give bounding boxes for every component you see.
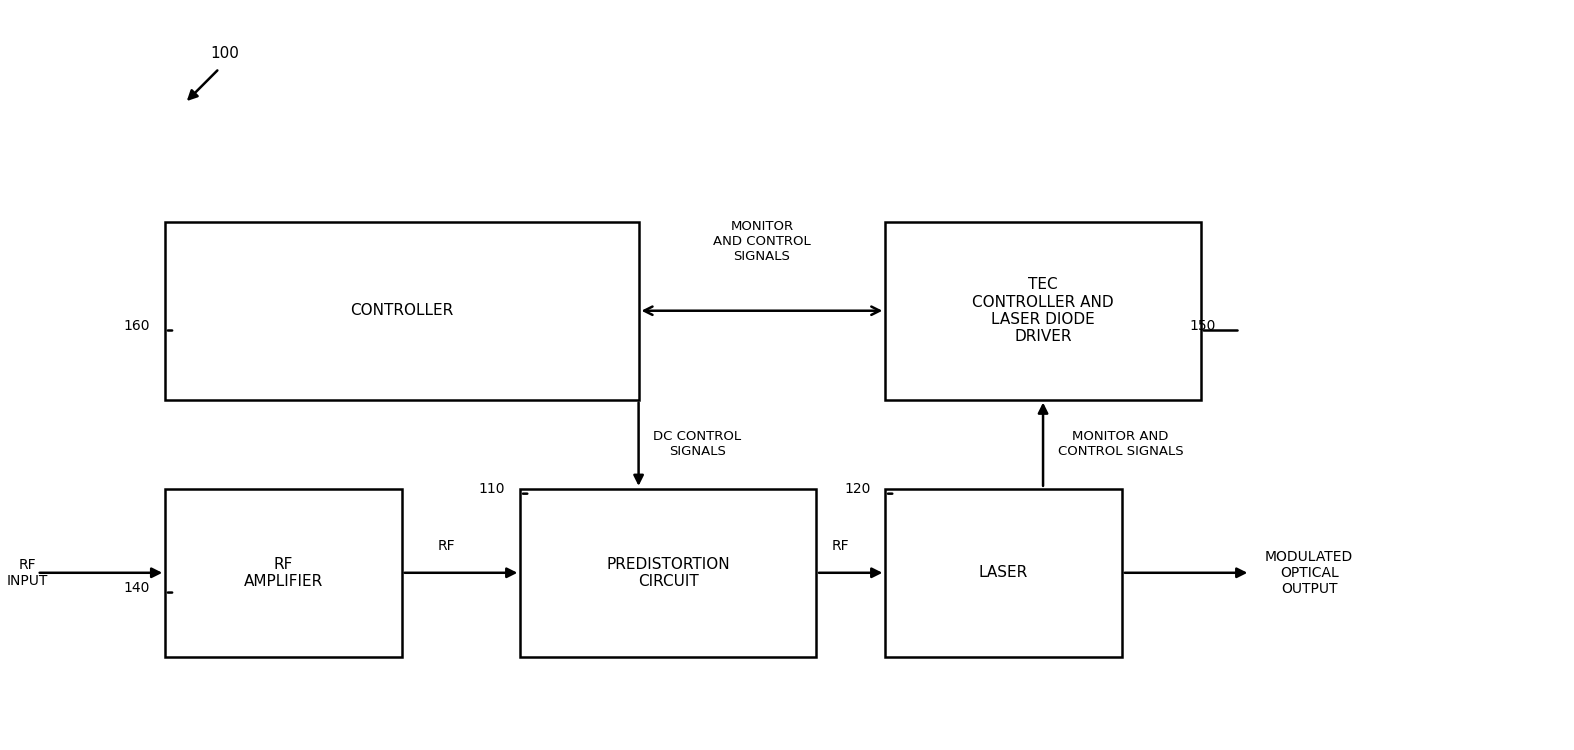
- Text: RF
AMPLIFIER: RF AMPLIFIER: [244, 556, 323, 589]
- Text: LASER: LASER: [979, 566, 1028, 580]
- Text: 140: 140: [124, 580, 150, 595]
- Text: MODULATED
OPTICAL
OUTPUT: MODULATED OPTICAL OUTPUT: [1265, 550, 1354, 596]
- Text: PREDISTORTION
CIRCUIT: PREDISTORTION CIRCUIT: [606, 556, 730, 589]
- Text: MONITOR
AND CONTROL
SIGNALS: MONITOR AND CONTROL SIGNALS: [713, 220, 811, 263]
- Text: MONITOR AND
CONTROL SIGNALS: MONITOR AND CONTROL SIGNALS: [1058, 430, 1184, 458]
- Text: 110: 110: [478, 482, 505, 496]
- Text: 120: 120: [844, 482, 870, 496]
- Bar: [165, 489, 401, 657]
- Text: CONTROLLER: CONTROLLER: [349, 303, 453, 318]
- Text: 150: 150: [1190, 319, 1215, 332]
- Bar: [521, 489, 817, 657]
- Text: RF: RF: [833, 539, 850, 553]
- Text: DC CONTROL
SIGNALS: DC CONTROL SIGNALS: [653, 430, 741, 458]
- Bar: [165, 222, 639, 400]
- Text: TEC
CONTROLLER AND
LASER DIODE
DRIVER: TEC CONTROLLER AND LASER DIODE DRIVER: [973, 277, 1114, 344]
- Text: 100: 100: [209, 46, 239, 61]
- Text: RF
INPUT: RF INPUT: [6, 558, 47, 588]
- Bar: [885, 222, 1201, 400]
- Bar: [885, 489, 1122, 657]
- Text: 160: 160: [124, 319, 150, 332]
- Text: RF: RF: [438, 539, 455, 553]
